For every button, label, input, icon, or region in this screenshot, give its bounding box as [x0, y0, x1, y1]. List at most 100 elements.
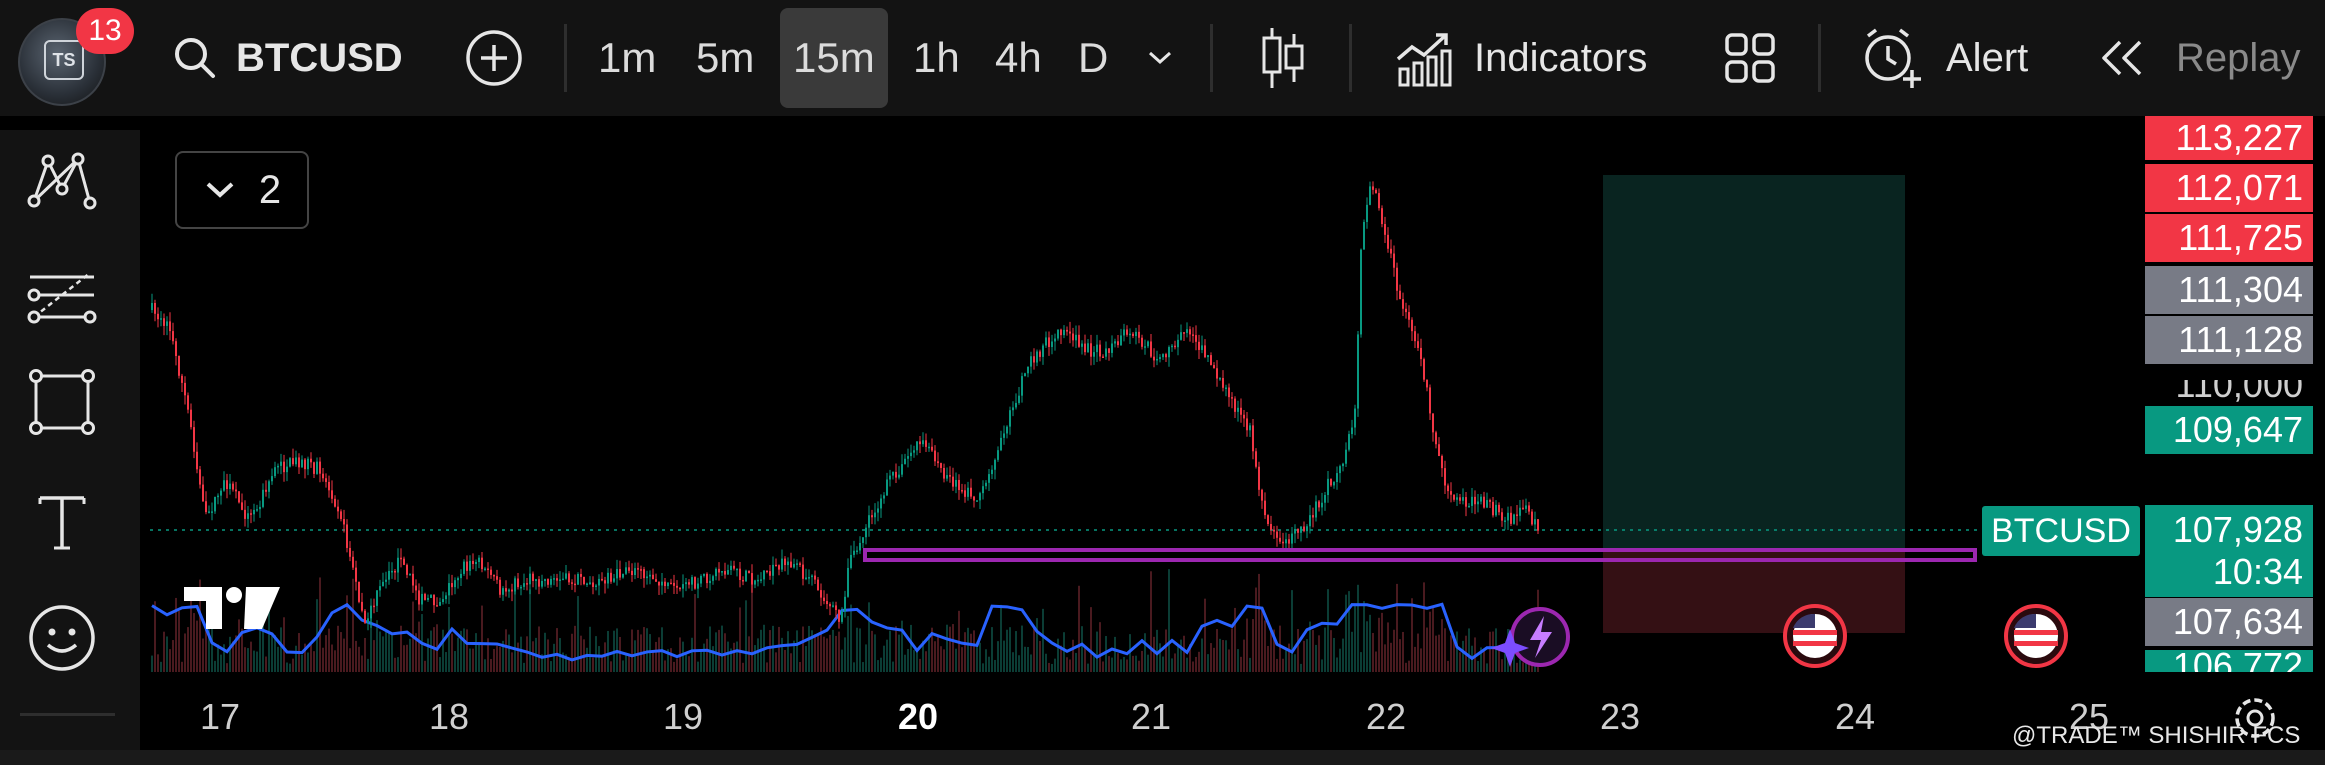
interval-4h[interactable]: 4h — [995, 34, 1042, 81]
target-zone[interactable] — [1603, 175, 1905, 550]
candle-body — [1012, 407, 1014, 411]
fib-tool-button[interactable] — [20, 256, 104, 340]
volume-bar — [658, 637, 660, 672]
volume-bar — [409, 638, 411, 672]
volume-bar — [1447, 660, 1449, 672]
volume-bar — [688, 656, 690, 672]
candle-body — [421, 593, 423, 605]
volume-bar — [400, 625, 402, 672]
stop-zone[interactable] — [1603, 550, 1905, 633]
bottom-bar — [0, 750, 2325, 765]
candle-body — [424, 593, 426, 600]
volume-bar — [1117, 653, 1119, 672]
volume-bar — [1516, 662, 1518, 672]
volume-bar — [1204, 598, 1206, 672]
interval-1h[interactable]: 1h — [913, 34, 960, 81]
layouts-button[interactable] — [1724, 0, 1776, 116]
candle-body — [1306, 526, 1308, 532]
volume-bar — [310, 644, 312, 672]
candle-body — [283, 461, 285, 473]
lightning-event-icon[interactable] — [1491, 607, 1570, 667]
interval-d[interactable]: D — [1078, 34, 1109, 81]
us-flag-event-icon[interactable] — [2004, 604, 2068, 668]
volume-bar — [346, 595, 348, 672]
shape-tool-button[interactable] — [20, 360, 104, 444]
candle-body — [1240, 407, 1242, 415]
interval-15m[interactable]: 15m — [793, 34, 875, 81]
candle-body — [1324, 495, 1326, 503]
candle-body — [556, 578, 558, 581]
candle-body — [1450, 491, 1452, 495]
volume-bar — [586, 647, 588, 672]
volume-bar — [607, 630, 609, 672]
candle-body — [529, 573, 531, 585]
candlesticks — [151, 181, 1539, 631]
volume-bar — [1435, 635, 1437, 672]
volume-bar — [706, 638, 708, 672]
candle-body — [550, 578, 552, 585]
candle-body — [334, 498, 336, 507]
candle-body — [187, 395, 189, 410]
candle-body — [1186, 329, 1188, 333]
candle-body — [1270, 524, 1272, 530]
support-line[interactable] — [863, 548, 1977, 562]
candle-body — [1462, 497, 1464, 501]
layout-selector-button[interactable]: 2 — [175, 151, 309, 229]
volume-bar — [685, 652, 687, 672]
candle-body — [340, 511, 342, 520]
volume-bar — [340, 632, 342, 672]
grid-layout-icon — [1725, 33, 1775, 83]
candle-body — [484, 568, 486, 570]
volume-bar — [994, 659, 996, 672]
candle-body — [274, 467, 276, 477]
volume-bar — [865, 644, 867, 672]
interval-5m[interactable]: 5m — [696, 34, 755, 81]
chart-type-button[interactable] — [1258, 0, 1308, 116]
candle-body — [1063, 329, 1065, 336]
interval-1m[interactable]: 1m — [598, 34, 657, 81]
replay-button[interactable]: Replay — [2098, 0, 2301, 116]
interval-dropdown[interactable] — [1145, 0, 1175, 116]
candle-body — [595, 585, 597, 587]
volume-bar — [997, 641, 999, 672]
candle-body — [508, 589, 510, 592]
indicators-button[interactable]: Indicators — [1394, 0, 1647, 116]
volume-bar — [1324, 627, 1326, 672]
volume-bar — [844, 637, 846, 672]
volume-bar — [1180, 639, 1182, 672]
candle-body — [250, 513, 252, 515]
candle-body — [826, 600, 828, 605]
alert-button[interactable]: Alert — [1860, 0, 2028, 116]
volume-bar — [802, 626, 804, 672]
text-tool-button[interactable] — [20, 480, 104, 564]
volume-bar — [1063, 632, 1065, 672]
watermark-text: @TRADE™ SHISHIR FCS — [2012, 722, 2301, 749]
time-label: 21 — [1130, 696, 1172, 737]
candle-body — [730, 565, 732, 571]
volume-bar — [1156, 629, 1158, 672]
volume-bar — [184, 633, 186, 672]
settings-button[interactable] — [2235, 698, 2275, 738]
volume-bar — [718, 629, 720, 672]
candle-body — [262, 489, 264, 507]
volume-bar — [856, 627, 858, 672]
emoji-tool-button[interactable] — [20, 596, 104, 680]
volume-bar — [1069, 659, 1071, 672]
us-flag-event-icon[interactable] — [1783, 604, 1847, 668]
news-events — [1491, 604, 2068, 668]
candle-body — [652, 574, 654, 580]
candle-body — [1330, 478, 1332, 486]
notification-badge[interactable]: 13 — [76, 8, 134, 54]
tradingview-logo — [184, 585, 280, 636]
candle-body — [610, 572, 612, 582]
candle-body — [1003, 433, 1005, 438]
volume-bar — [919, 658, 921, 672]
compare-symbol-button[interactable] — [464, 0, 524, 116]
symbol-search[interactable]: BTCUSD — [172, 0, 403, 116]
candle-body — [910, 452, 912, 457]
volume-bar — [484, 659, 486, 672]
pattern-tool-button[interactable] — [20, 140, 104, 224]
volume-bar — [820, 627, 822, 672]
toolbar-divider — [1349, 24, 1352, 92]
